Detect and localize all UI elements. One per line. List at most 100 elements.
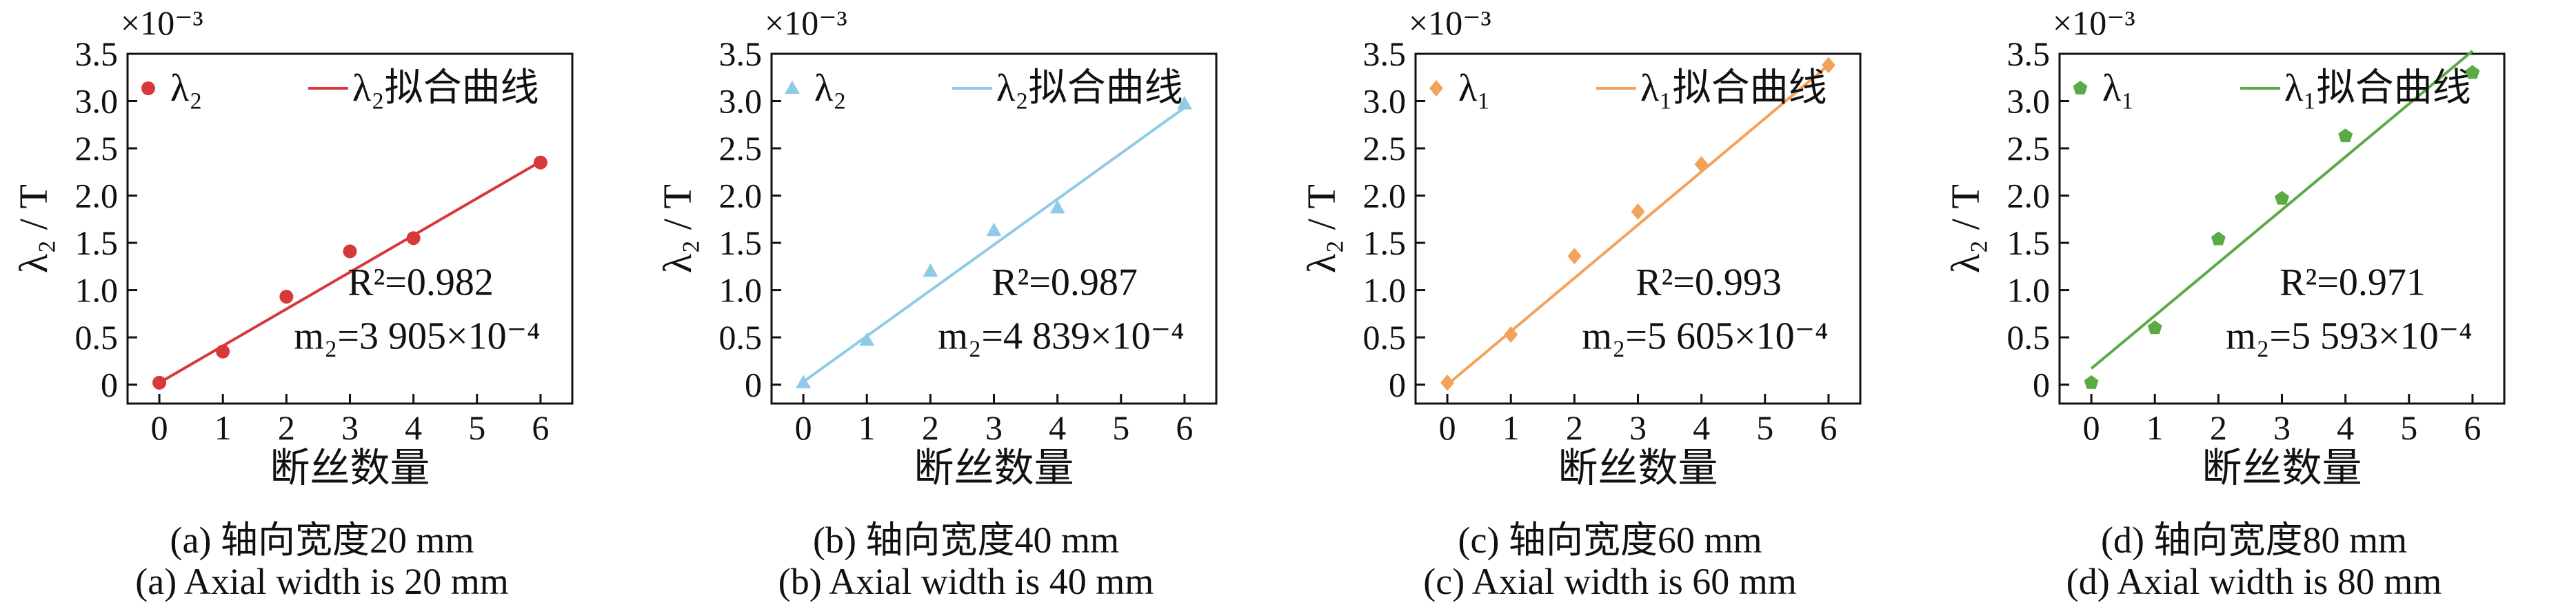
y-tick-label: 0	[1389, 366, 1406, 404]
y-tick-label: 0.5	[719, 318, 763, 357]
y-tick-label: 2.0	[2007, 177, 2051, 215]
data-point	[2275, 190, 2289, 205]
x-tick-label: 2	[278, 408, 295, 447]
y-tick-label: 3.5	[1363, 34, 1407, 73]
legend: λ₂ λ₂拟合曲线	[141, 67, 539, 110]
x-axis-label: 断丝数量	[270, 446, 430, 490]
axis-exponent-label: ×10⁻³	[1409, 3, 1491, 42]
r-squared-annotation: R²=0.971	[2280, 261, 2426, 304]
x-tick-label: 3	[1629, 408, 1647, 447]
legend-line-label: λ₁拟合曲线	[1640, 67, 1827, 110]
data-point	[406, 231, 421, 246]
data-point	[923, 263, 938, 277]
legend-point-label: λ₂	[814, 67, 847, 110]
x-tick-label: 6	[1820, 408, 1837, 447]
chart-panel-c: 0 1 2 3 4 5 6 0 0.5 1.0 1.5 2.0 2.5 3.0 3.5 ×10⁻³ 断丝数量 λ₂…	[1288, 0, 1932, 616]
x-tick-label: 3	[2273, 408, 2291, 447]
data-point	[1567, 248, 1582, 265]
data-point	[1504, 326, 1518, 343]
y-tick-label: 0.5	[75, 318, 119, 357]
data-point	[2338, 128, 2353, 143]
caption-english: (d) Axial width is 80 mm	[2066, 561, 2442, 602]
x-tick-label: 2	[922, 408, 939, 447]
axis-exponent-label: ×10⁻³	[2053, 3, 2135, 42]
legend-marker	[141, 81, 155, 95]
chart-panel-d: 0 1 2 3 4 5 6 0 0.5 1.0 1.5 2.0 2.5 3.0 3.5 ×10⁻³ 断丝数量 λ₂…	[1932, 0, 2576, 616]
caption-chinese: (d) 轴向宽度80 mm	[2101, 519, 2407, 561]
x-tick-label: 1	[1502, 408, 1520, 447]
y-axis-label: λ₂ / T	[1299, 184, 1344, 273]
y-tick-label: 2.5	[1363, 129, 1407, 168]
y-tick-label: 1.5	[719, 223, 763, 262]
y-tick-label: 1.5	[75, 223, 119, 262]
legend-line-label: λ₂拟合曲线	[352, 67, 539, 110]
y-tick-label: 3.5	[719, 34, 763, 73]
legend-point-label: λ₁	[1458, 67, 1491, 110]
x-axis-label: 断丝数量	[1558, 446, 1718, 490]
x-axis-label: 断丝数量	[914, 446, 1074, 490]
fit-line	[2090, 50, 2474, 370]
y-tick-label: 2.5	[2007, 129, 2051, 168]
legend-point-label: λ₁	[2102, 67, 2135, 110]
axis-exponent-label: ×10⁻³	[765, 3, 847, 42]
data-point	[1694, 156, 1709, 173]
legend-line-label: λ₂拟合曲线	[996, 67, 1183, 110]
data-point	[859, 332, 875, 346]
caption-english: (a) Axial width is 20 mm	[135, 561, 509, 602]
r-squared-annotation: R²=0.982	[348, 261, 494, 304]
slope-annotation: m₂=3 905×10⁻⁴	[294, 315, 540, 358]
x-tick-label: 1	[214, 408, 232, 447]
chart-panel-a: 0 1 2 3 4 5 6 0 0.5 1.0 1.5 2.0 2.5 3.0 3.5 ×10⁻³ 断丝数量 λ₂…	[0, 0, 644, 616]
y-tick-label: 3.0	[719, 82, 763, 121]
x-tick-label: 6	[532, 408, 549, 447]
y-tick-label: 0.5	[2007, 318, 2051, 357]
legend-marker	[2073, 81, 2088, 95]
x-axis-label: 断丝数量	[2202, 446, 2362, 490]
legend-marker	[1429, 80, 1443, 97]
data-point	[1631, 203, 1645, 220]
y-tick-label: 2.5	[75, 129, 119, 168]
data-point	[279, 290, 294, 304]
y-tick-label: 1.0	[2007, 271, 2051, 310]
legend: λ₁ λ₁拟合曲线	[1429, 67, 1827, 110]
x-tick-label: 0	[151, 408, 168, 447]
y-axis-label: λ₂ / T	[11, 184, 56, 273]
y-tick-label: 0	[2033, 366, 2050, 404]
legend: λ₂ λ₂拟合曲线	[785, 67, 1183, 110]
chart-svg: 0 1 2 3 4 5 6 0 0.5 1.0 1.5 2.0 2.5 3.0 3.5×10⁻³ 断丝数量 λ₂…	[11, 3, 574, 490]
y-tick-label: 2.0	[75, 177, 119, 215]
y-tick-label: 1.0	[75, 271, 119, 310]
chart-svg: 0 1 2 3 4 5 6 0 0.5 1.0 1.5 2.0 2.5 3.0 3.5×10⁻³ 断丝数量 λ₂…	[1299, 3, 1862, 490]
y-tick-label: 3.0	[1363, 82, 1407, 121]
y-tick-label: 0	[101, 366, 118, 404]
slope-annotation: m₂=5 605×10⁻⁴	[1582, 315, 1828, 358]
y-tick-label: 3.5	[75, 34, 119, 73]
y-tick-label: 1.5	[2007, 223, 2051, 262]
data-point	[986, 222, 1002, 237]
r-squared-annotation: R²=0.993	[1636, 261, 1782, 304]
x-tick-label: 0	[1439, 408, 1456, 447]
data-point	[1821, 57, 1835, 74]
y-axis-label: λ₂ / T	[1943, 184, 1988, 273]
r-squared-annotation: R²=0.987	[992, 261, 1138, 304]
data-point	[2084, 375, 2099, 389]
x-tick-label: 6	[2464, 408, 2481, 447]
y-tick-label: 0.5	[1363, 318, 1407, 357]
data-point	[1440, 374, 1455, 391]
y-tick-label: 2.0	[1363, 177, 1407, 215]
data-point	[216, 344, 230, 359]
caption-chinese: (a) 轴向宽度20 mm	[170, 519, 474, 561]
y-tick-label: 3.5	[2007, 34, 2051, 73]
caption-english: (b) Axial width is 40 mm	[778, 561, 1154, 602]
x-tick-label: 2	[2210, 408, 2227, 447]
x-tick-label: 6	[1176, 408, 1193, 447]
chart-svg: 0 1 2 3 4 5 6 0 0.5 1.0 1.5 2.0 2.5 3.0 3.5×10⁻³ 断丝数量 λ₂…	[655, 3, 1218, 490]
x-tick-label: 4	[2337, 408, 2354, 447]
legend-point-label: λ₂	[170, 67, 203, 110]
x-tick-label: 5	[1756, 408, 1773, 447]
axis-exponent-label: ×10⁻³	[121, 3, 203, 42]
caption-chinese: (b) 轴向宽度40 mm	[813, 519, 1119, 561]
y-tick-label: 3.0	[75, 82, 119, 121]
data-point	[796, 375, 812, 388]
